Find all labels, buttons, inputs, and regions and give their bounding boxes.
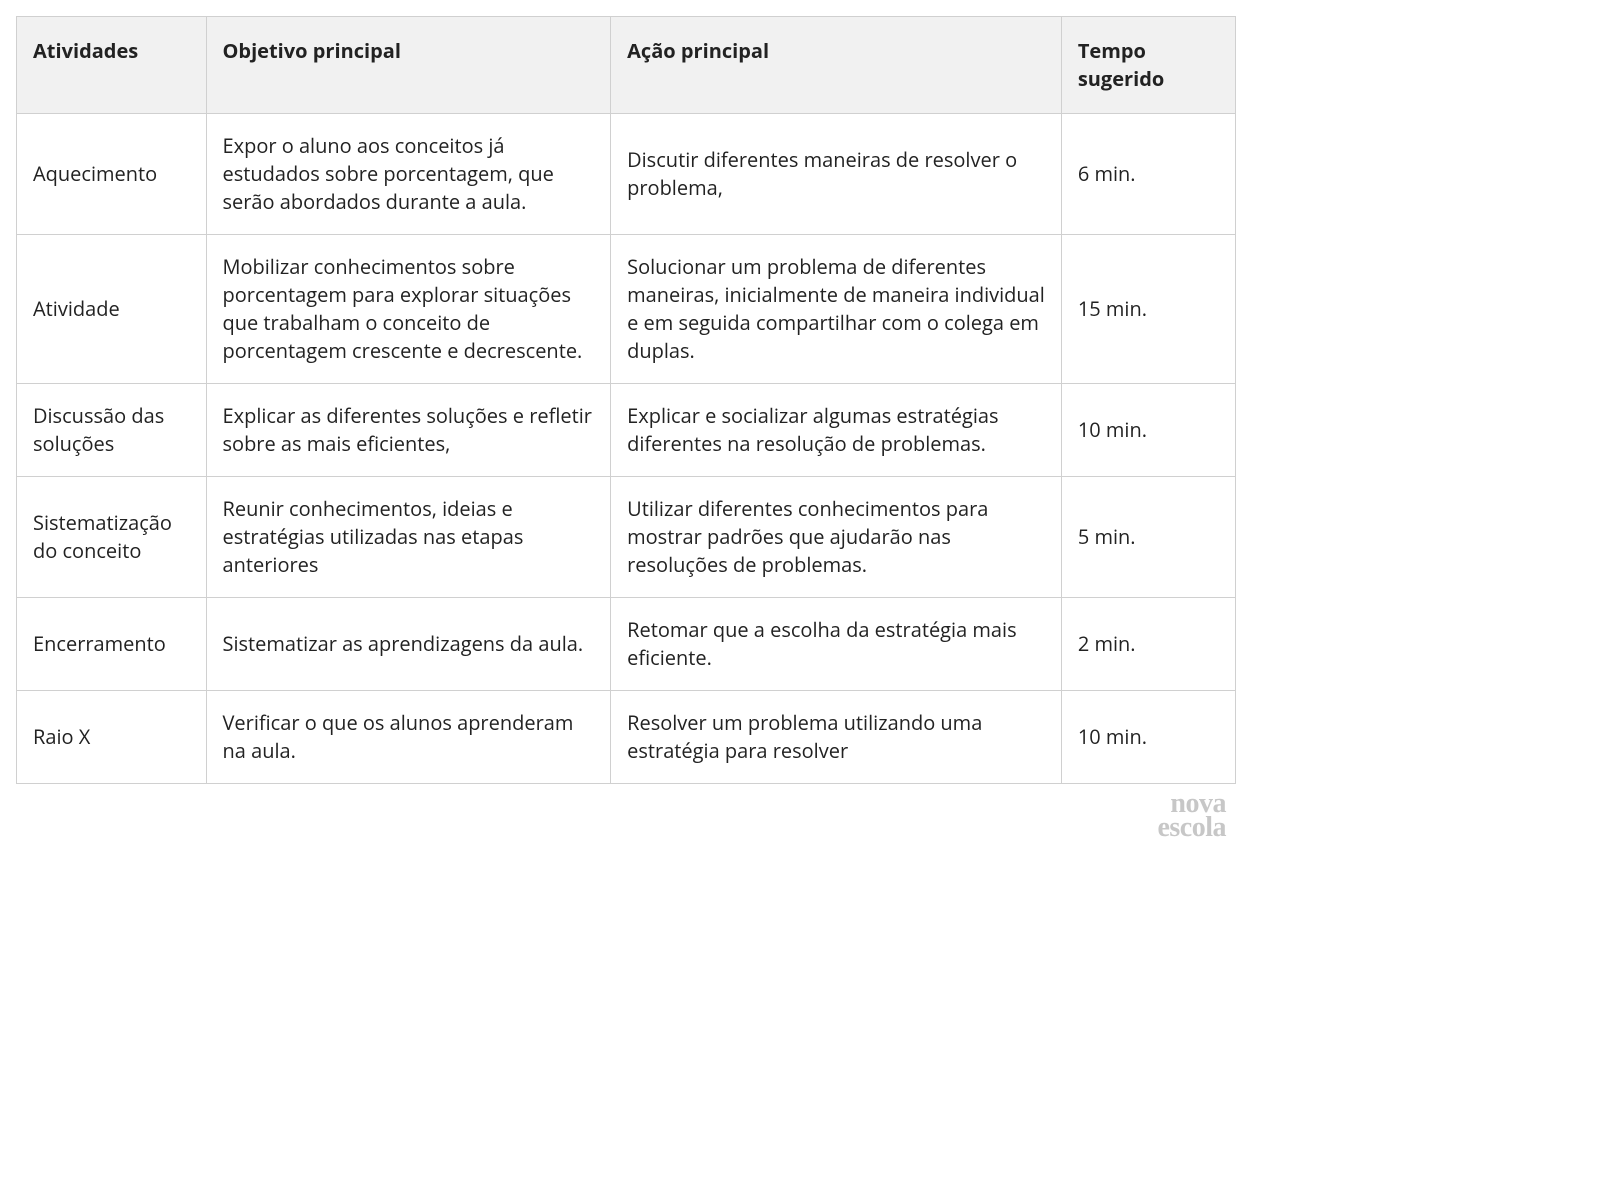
logo-line2: escola	[16, 816, 1226, 840]
activities-table: Atividades Objetivo principal Ação princ…	[16, 16, 1236, 784]
table-row: Encerramento Sistematizar as aprendizage…	[17, 598, 1236, 691]
cell-objetivo: Sistematizar as aprendizagens da aula.	[206, 598, 611, 691]
cell-objetivo: Explicar as diferentes soluções e reflet…	[206, 384, 611, 477]
col-header-atividades: Atividades	[17, 17, 207, 114]
cell-atividade: Encerramento	[17, 598, 207, 691]
table-row: Aquecimento Expor o aluno aos conceitos …	[17, 114, 1236, 235]
table-body: Aquecimento Expor o aluno aos conceitos …	[17, 114, 1236, 784]
col-header-acao: Ação principal	[611, 17, 1062, 114]
cell-acao: Resolver um problema utilizando uma estr…	[611, 691, 1062, 784]
cell-objetivo: Verificar o que os alunos aprenderam na …	[206, 691, 611, 784]
cell-acao: Solucionar um problema de diferentes man…	[611, 235, 1062, 384]
cell-atividade: Atividade	[17, 235, 207, 384]
table-row: Atividade Mobilizar conhecimentos sobre …	[17, 235, 1236, 384]
col-header-tempo: Tempo sugerido	[1061, 17, 1235, 114]
table-row: Raio X Verificar o que os alunos aprende…	[17, 691, 1236, 784]
cell-atividade: Aquecimento	[17, 114, 207, 235]
table-header: Atividades Objetivo principal Ação princ…	[17, 17, 1236, 114]
table-header-row: Atividades Objetivo principal Ação princ…	[17, 17, 1236, 114]
col-header-objetivo: Objetivo principal	[206, 17, 611, 114]
cell-objetivo: Expor o aluno aos conceitos já estudados…	[206, 114, 611, 235]
cell-acao: Retomar que a escolha da estratégia mais…	[611, 598, 1062, 691]
cell-objetivo: Reunir conhecimentos, ideias e estratégi…	[206, 477, 611, 598]
table-row: Sistematização do conceito Reunir conhec…	[17, 477, 1236, 598]
cell-tempo: 10 min.	[1061, 691, 1235, 784]
cell-atividade: Discussão das soluções	[17, 384, 207, 477]
cell-acao: Explicar e socializar algumas estratégia…	[611, 384, 1062, 477]
cell-atividade: Sistematização do conceito	[17, 477, 207, 598]
cell-tempo: 6 min.	[1061, 114, 1235, 235]
page-container: Atividades Objetivo principal Ação princ…	[16, 16, 1236, 840]
cell-tempo: 5 min.	[1061, 477, 1235, 598]
cell-objetivo: Mobilizar conhecimentos sobre porcentage…	[206, 235, 611, 384]
cell-acao: Utilizar diferentes conhecimentos para m…	[611, 477, 1062, 598]
cell-acao: Discutir diferentes maneiras de resolver…	[611, 114, 1062, 235]
cell-atividade: Raio X	[17, 691, 207, 784]
cell-tempo: 15 min.	[1061, 235, 1235, 384]
table-row: Discussão das soluções Explicar as difer…	[17, 384, 1236, 477]
nova-escola-logo: nova escola	[16, 792, 1236, 840]
cell-tempo: 10 min.	[1061, 384, 1235, 477]
cell-tempo: 2 min.	[1061, 598, 1235, 691]
